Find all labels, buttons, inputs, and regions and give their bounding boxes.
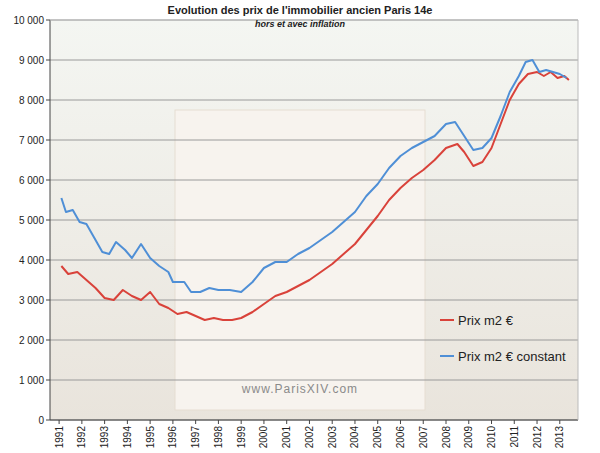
x-tick-label: 2012	[532, 426, 543, 449]
legend-label: Prix m2 € constant	[458, 349, 566, 364]
tick-mark	[537, 420, 538, 424]
grid	[50, 20, 578, 420]
tick-mark	[309, 420, 310, 424]
grid-line	[50, 100, 578, 101]
tick-mark	[46, 220, 50, 221]
x-tick-label: 1995	[145, 426, 156, 449]
series-line	[61, 60, 566, 292]
tick-mark	[150, 420, 151, 424]
plot-background	[50, 20, 578, 420]
watermark: www.ParisXIV.com	[241, 382, 358, 396]
x-tick-label: 2009	[463, 426, 474, 449]
tick-mark	[46, 340, 50, 341]
tick-mark	[263, 420, 264, 424]
grid-line	[50, 140, 578, 141]
tick-mark	[491, 420, 492, 424]
grid-line	[50, 180, 578, 181]
tick-mark	[468, 420, 469, 424]
grid-line	[50, 300, 578, 301]
y-tick-label: 4 000	[19, 255, 44, 266]
y-tick-label: 10 000	[13, 15, 44, 26]
tick-mark	[423, 420, 424, 424]
tick-mark	[514, 420, 515, 424]
tick-mark	[46, 140, 50, 141]
tick-mark	[104, 420, 105, 424]
x-tick-label: 2002	[304, 426, 315, 449]
x-tick-label: 1997	[190, 426, 201, 449]
x-tick-label: 1991	[54, 426, 65, 449]
x-tick-label: 1999	[236, 426, 247, 449]
y-tick-label: 7 000	[19, 135, 44, 146]
y-tick-label: 8 000	[19, 95, 44, 106]
series-line	[61, 72, 569, 320]
tick-mark	[241, 420, 242, 424]
chart: 0 1 000 2 000 3 000 4 000 5 000 6 000 7 000 8 00…	[0, 0, 600, 453]
tick-mark	[46, 420, 50, 421]
y-tick-label: 3 000	[19, 295, 44, 306]
x-tick-label: 2001	[281, 426, 292, 449]
series-group	[61, 60, 569, 320]
tick-mark	[195, 420, 196, 424]
grid-line	[50, 220, 578, 221]
x-tick-label: 2005	[372, 426, 383, 449]
x-tick-label: 1998	[213, 426, 224, 449]
tick-mark	[172, 420, 173, 424]
tick-mark	[46, 100, 50, 101]
x-tick-label: 2006	[395, 426, 406, 449]
tick-mark	[127, 420, 128, 424]
y-tick-label: 0	[38, 415, 44, 426]
grid-line	[50, 380, 578, 381]
subtitle: hors et avec inflation	[255, 19, 346, 29]
tick-mark	[46, 300, 50, 301]
tick-mark	[46, 180, 50, 181]
title: Evolution des prix de l'immobilier ancie…	[168, 4, 433, 16]
y-tick-label: 1 000	[19, 375, 44, 386]
x-axis	[50, 420, 578, 421]
plot-frame	[578, 20, 579, 420]
tick-mark	[46, 380, 50, 381]
y-tick-label: 2 000	[19, 335, 44, 346]
y-axis	[50, 20, 51, 420]
legend-swatch	[440, 355, 454, 357]
tick-mark	[332, 420, 333, 424]
y-tick-label: 9 000	[19, 55, 44, 66]
x-tick-label: 1996	[167, 426, 178, 449]
x-tick-label: 2000	[258, 426, 269, 449]
x-tick-label: 1992	[76, 426, 87, 449]
x-tick-label: 2011	[509, 426, 520, 448]
tick-mark	[286, 420, 287, 424]
legend-swatch	[440, 319, 454, 321]
tick-mark	[46, 20, 50, 21]
legend-label: Prix m2 €	[458, 313, 514, 328]
y-tick-label: 6 000	[19, 175, 44, 186]
x-tick-label: 2008	[441, 426, 452, 449]
tick-mark	[559, 420, 560, 424]
grid-line	[50, 260, 578, 261]
tick-mark	[59, 420, 60, 424]
x-tick-label: 2003	[327, 426, 338, 449]
x-tick-label: 2013	[554, 426, 565, 449]
grid-line	[50, 340, 578, 341]
x-tick-label: 1994	[122, 426, 133, 449]
tick-mark	[46, 260, 50, 261]
tick-mark	[354, 420, 355, 424]
tick-mark	[446, 420, 447, 424]
grid-line	[50, 420, 578, 421]
x-tick-label: 2004	[349, 426, 360, 449]
x-tick-label: 2010	[486, 426, 497, 449]
x-tick-label: 2007	[418, 426, 429, 449]
x-tick-label: 1993	[99, 426, 110, 449]
tick-mark	[377, 420, 378, 424]
tick-mark	[46, 60, 50, 61]
y-tick-label: 5 000	[19, 215, 44, 226]
tick-mark	[400, 420, 401, 424]
tick-mark	[81, 420, 82, 424]
grid-line	[50, 60, 578, 61]
tick-mark	[218, 420, 219, 424]
